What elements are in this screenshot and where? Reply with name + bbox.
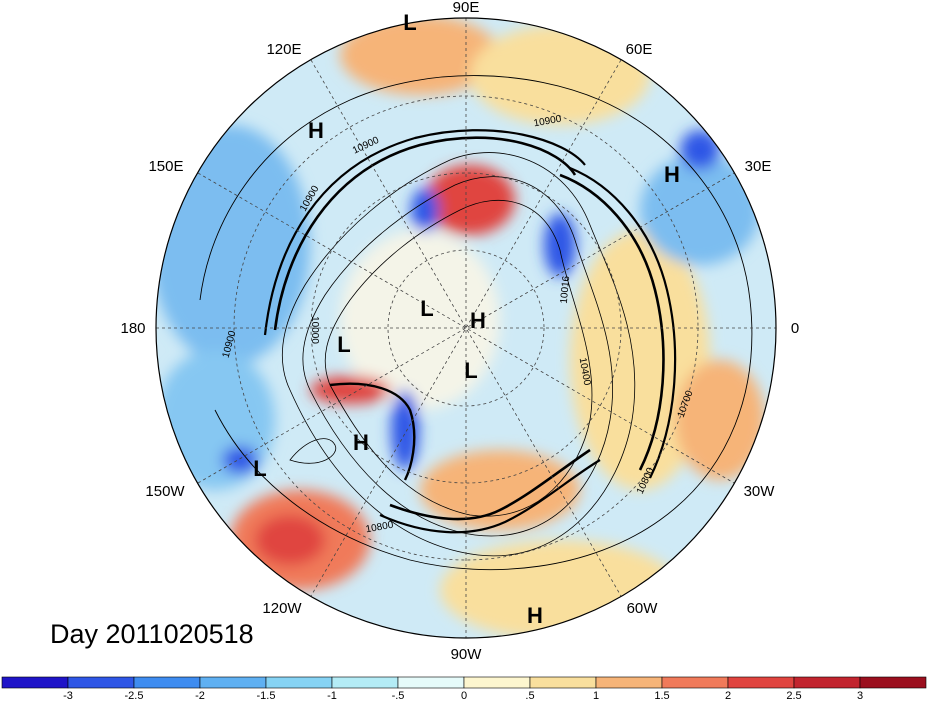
meridian-label: 90E [453, 0, 480, 16]
colorbar-segment [727, 676, 795, 689]
contour-label: 10900 [533, 114, 563, 130]
height-contours [199, 75, 753, 571]
colorbar-tick-label: 2.5 [786, 690, 801, 702]
meridian-label: 60W [627, 600, 659, 617]
colorbar-tick-label: -2 [195, 690, 205, 702]
colorbar-tick-label: -1.5 [257, 690, 276, 702]
contour-label: 10016 [559, 275, 572, 304]
pressure-center-label: L [464, 358, 477, 383]
colorbar [1, 676, 927, 689]
contour-label: 10000 [309, 316, 320, 344]
pressure-center-label: L [253, 456, 266, 481]
colorbar-tick-label: -3 [63, 690, 73, 702]
pressure-center-label: H [527, 603, 543, 628]
colorbar-tick-label: 1.5 [654, 690, 669, 702]
meridian-label: 60E [626, 41, 653, 58]
day-title: Day 2011020518 [50, 619, 254, 649]
meridian-label: 120E [266, 41, 301, 58]
colorbar-tick-label: 0 [461, 690, 467, 702]
pressure-center-label: L [403, 10, 416, 35]
graticule [156, 18, 776, 638]
colorbar-segment [133, 676, 201, 689]
map-boundary [155, 17, 777, 639]
colorbar-tick-label: 2 [725, 690, 731, 702]
pressure-center-label: H [664, 162, 680, 187]
colorbar-segment [595, 676, 663, 689]
meridian-label: 30W [744, 483, 776, 500]
colorbar-tick-label: -1 [327, 690, 337, 702]
meridian-label: 0 [791, 320, 799, 337]
meridian-label: 180 [120, 320, 145, 337]
colorbar-segment [265, 676, 333, 689]
meridian-label: 150E [148, 158, 183, 175]
meridian-label: 150W [145, 483, 185, 500]
colorbar-segment [1, 676, 69, 689]
colorbar-tick-labels: -3 -2.5 -2 -1.5 -1 -.5 0 .5 1 1.5 2 2.5 3 [63, 690, 863, 702]
pressure-center-label: H [353, 430, 369, 455]
pressure-center-label: H [470, 308, 486, 333]
meridian-label: 30E [745, 158, 772, 175]
contour-label: 10400 [577, 357, 593, 387]
pressure-center-label: H [308, 118, 324, 143]
colorbar-segment [199, 676, 267, 689]
colorbar-segment [67, 676, 135, 689]
contour-label: 10800 [365, 520, 395, 536]
colorbar-segment [859, 676, 927, 689]
meridian-label: 90W [451, 646, 483, 663]
colorbar-segment [793, 676, 861, 689]
colorbar-tick-label: .5 [525, 690, 534, 702]
colorbar-tick-label: -2.5 [125, 690, 144, 702]
colorbar-tick-label: -.5 [392, 690, 405, 702]
colorbar-segment [463, 676, 531, 689]
meridian-labels: 90E 60E 30E 0 30W 60W 90W 120W 150W 180 150E 120E [120, 0, 799, 663]
colorbar-tick-label: 1 [593, 690, 599, 702]
colorbar-tick-label: 3 [857, 690, 863, 702]
meridian-label: 120W [262, 600, 302, 617]
colorbar-segment [397, 676, 465, 689]
colorbar-segment [529, 676, 597, 689]
colorbar-segment [331, 676, 399, 689]
pressure-center-label: L [420, 296, 433, 321]
colorbar-segment [661, 676, 729, 689]
pressure-center-label: L [337, 332, 350, 357]
